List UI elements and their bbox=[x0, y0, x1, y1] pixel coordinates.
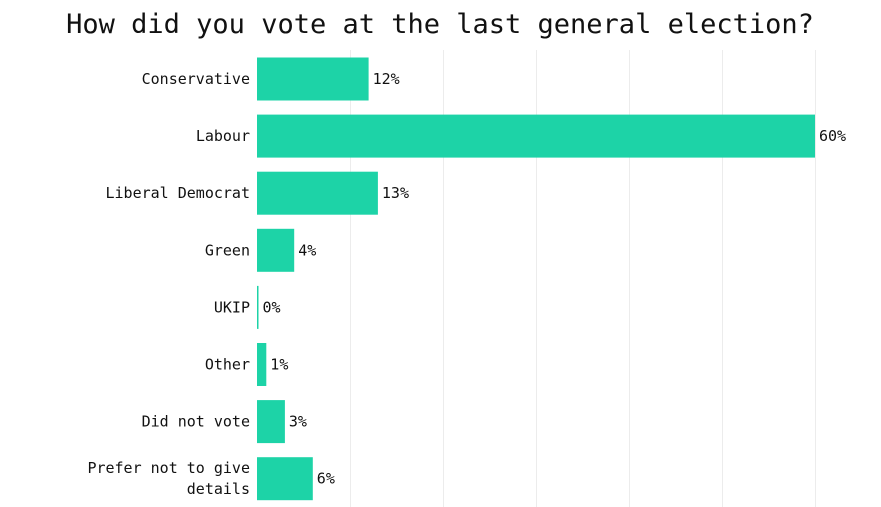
category-label-liberal-democrat: Liberal Democrat bbox=[106, 184, 251, 202]
value-labels: 12% 60% 13% 4% 0% 1% 3% 6% bbox=[263, 70, 847, 488]
category-label-labour: Labour bbox=[196, 127, 250, 145]
category-label-conservative: Conservative bbox=[142, 70, 250, 88]
value-label-green: 4% bbox=[298, 241, 316, 259]
category-label-green: Green bbox=[205, 241, 250, 259]
category-labels: Conservative Labour Liberal Democrat Green U… bbox=[87, 70, 250, 498]
chart-title: How did you vote at the last general ele… bbox=[66, 9, 814, 40]
bars bbox=[257, 57, 815, 501]
value-label-prefer-not-to-give-details: 6% bbox=[317, 470, 335, 488]
value-label-did-not-vote: 3% bbox=[289, 413, 307, 431]
bar-did-not-vote bbox=[257, 400, 285, 444]
category-label-prefer-not-to-give-details: Prefer not to give details bbox=[87, 459, 250, 498]
bar-other bbox=[257, 343, 267, 386]
value-label-other: 1% bbox=[270, 356, 288, 374]
category-label-did-not-vote: Did not vote bbox=[142, 413, 250, 431]
bar-labour bbox=[257, 114, 815, 158]
bar-ukip bbox=[257, 285, 259, 329]
value-label-ukip: 0% bbox=[263, 298, 281, 316]
value-label-conservative: 12% bbox=[373, 70, 400, 88]
bar-liberal-democrat bbox=[257, 171, 378, 215]
bar-green bbox=[257, 228, 295, 272]
value-label-labour: 60% bbox=[819, 127, 846, 145]
category-label-ukip: UKIP bbox=[214, 298, 250, 316]
category-label-other: Other bbox=[205, 356, 250, 374]
value-label-liberal-democrat: 13% bbox=[382, 184, 409, 202]
bar-conservative bbox=[257, 57, 369, 101]
bar-prefer-not-to-give-details bbox=[257, 457, 313, 501]
